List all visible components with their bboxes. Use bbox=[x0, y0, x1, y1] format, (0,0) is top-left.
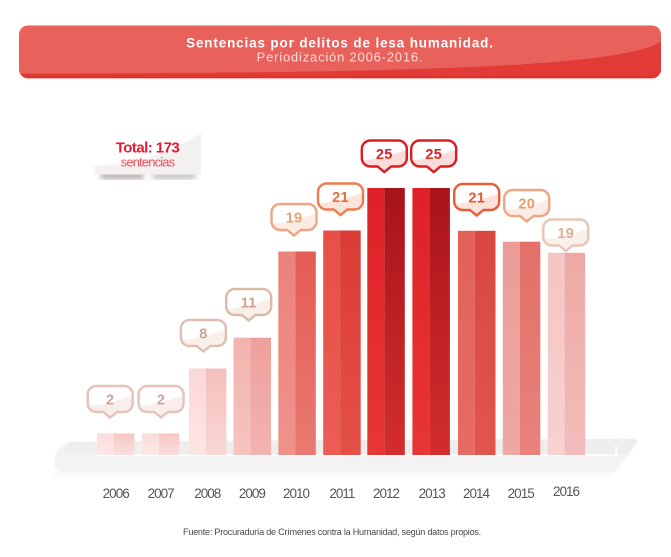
svg-text:2013: 2013 bbox=[419, 486, 446, 501]
svg-text:2016: 2016 bbox=[553, 484, 580, 499]
svg-text:2012: 2012 bbox=[373, 486, 400, 501]
svg-text:20: 20 bbox=[518, 197, 535, 213]
svg-text:2009: 2009 bbox=[239, 486, 266, 501]
svg-text:8: 8 bbox=[199, 327, 207, 343]
svg-text:sentencias: sentencias bbox=[121, 155, 176, 170]
svg-text:2008: 2008 bbox=[194, 486, 221, 501]
svg-text:Fuente: Procuraduría de Crímen: Fuente: Procuraduría de Crímenes contra … bbox=[183, 527, 481, 537]
svg-text:2015: 2015 bbox=[508, 486, 535, 501]
svg-text:Total: 173: Total: 173 bbox=[116, 140, 180, 157]
svg-text:25: 25 bbox=[425, 147, 442, 163]
svg-text:2: 2 bbox=[106, 393, 114, 409]
svg-text:2010: 2010 bbox=[283, 486, 310, 501]
svg-text:2011: 2011 bbox=[329, 486, 355, 501]
svg-text:Sentencias por delitos de lesa: Sentencias por delitos de lesa humanidad… bbox=[186, 36, 494, 51]
svg-text:2006: 2006 bbox=[103, 486, 130, 501]
svg-text:25: 25 bbox=[376, 147, 393, 163]
svg-text:19: 19 bbox=[286, 211, 303, 227]
svg-text:2: 2 bbox=[157, 393, 165, 409]
svg-text:11: 11 bbox=[241, 296, 257, 312]
svg-text:19: 19 bbox=[557, 226, 574, 242]
svg-text:2007: 2007 bbox=[148, 486, 175, 501]
svg-text:21: 21 bbox=[332, 190, 349, 206]
svg-text:2014: 2014 bbox=[463, 486, 491, 501]
svg-text:Periodización 2006-2016.: Periodización 2006-2016. bbox=[257, 50, 424, 65]
svg-text:21: 21 bbox=[468, 191, 485, 207]
